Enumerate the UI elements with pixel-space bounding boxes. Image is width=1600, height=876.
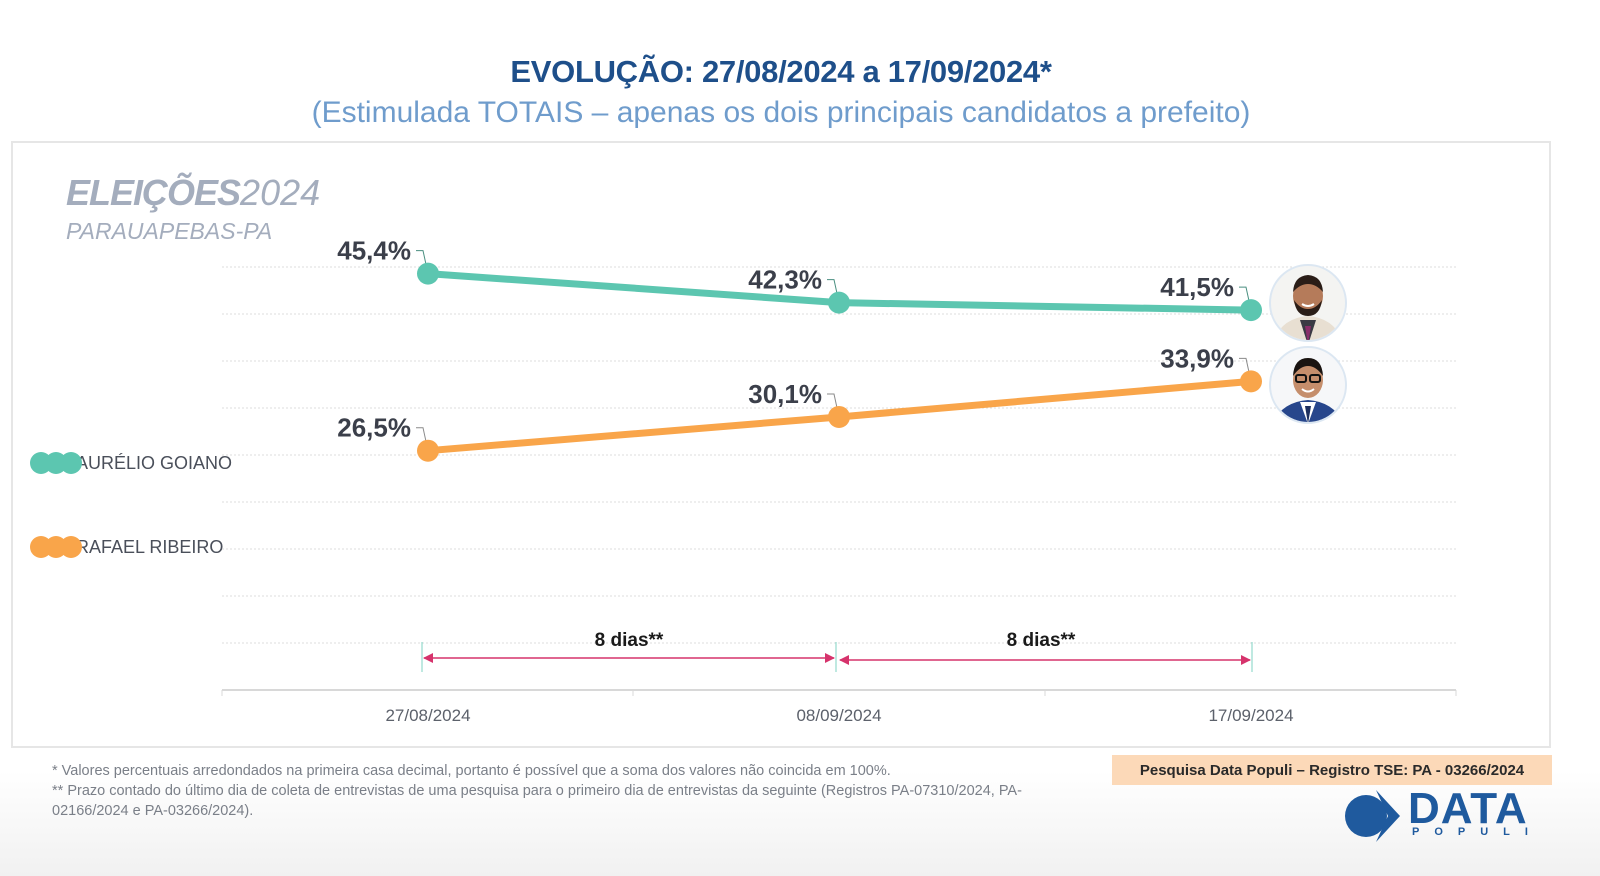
logo-subtext: POPULI: [1412, 826, 1543, 838]
interval-annotations: 8 dias** 8 dias**: [421, 630, 1253, 672]
data-label: 45,4%: [337, 236, 411, 266]
city-label: PARAUAPEBAS-PA: [66, 218, 273, 244]
elections-brand-word: ELEIÇÕES: [66, 172, 241, 213]
gridlines: [222, 266, 1456, 644]
series-group: 45,4% 42,3% 41,5% 26,5% 30,1% 33,9%: [337, 236, 1262, 462]
x-tick-label: 08/09/2024: [796, 706, 881, 725]
legend-marker-icon: [30, 536, 82, 558]
interval-label: 8 dias**: [1007, 630, 1076, 651]
candidate-photo-aurelio: [1269, 264, 1347, 342]
legend-item-aurelio: AURÉLIO GOIANO: [30, 452, 232, 474]
data-point: [828, 405, 850, 428]
elections-brand-year: 2024: [240, 172, 321, 213]
legend-marker-icon: [30, 452, 82, 474]
x-tick-label: 27/08/2024: [385, 706, 470, 725]
x-axis: 27/08/2024 08/09/2024 17/09/2024: [221, 689, 1457, 725]
candidate-photo-rafael: [1269, 346, 1347, 424]
legend-item-rafael: RAFAEL RIBEIRO: [30, 536, 223, 558]
interval-label: 8 dias**: [595, 630, 664, 651]
data-point: [1240, 370, 1262, 393]
data-label: 42,3%: [748, 265, 822, 295]
data-label: 41,5%: [1160, 272, 1234, 302]
legend-label: AURÉLIO GOIANO: [76, 452, 233, 473]
data-label: 26,5%: [337, 413, 411, 443]
x-tick-label: 17/09/2024: [1208, 706, 1293, 725]
registration-badge: Pesquisa Data Populi – Registro TSE: PA …: [1112, 755, 1552, 785]
data-point: [1240, 299, 1262, 322]
logo-text: DATA: [1408, 784, 1528, 833]
data-label: 33,9%: [1160, 343, 1234, 373]
legend-label: RAFAEL RIBEIRO: [76, 536, 224, 557]
footnotes: * Valores percentuais arredondados na pr…: [52, 761, 1042, 821]
data-point: [417, 439, 439, 462]
footnote-1: * Valores percentuais arredondados na pr…: [52, 763, 891, 779]
footnote-2: ** Prazo contado do último dia de coleta…: [52, 783, 1022, 819]
candidate-photos: [1269, 264, 1347, 424]
data-label: 30,1%: [748, 379, 822, 409]
logo-icon: [1345, 790, 1400, 842]
chart-subtitle: (Estimulada TOTAIS – apenas os dois prin…: [311, 96, 1251, 129]
data-point: [828, 291, 850, 314]
elections-brand: ELEIÇÕES2024: [66, 172, 320, 214]
data-populi-logo: DATA POPULI: [1342, 784, 1543, 846]
data-point: [417, 262, 439, 285]
chart-frame: [11, 141, 1551, 748]
chart-title: EVOLUÇÃO: 27/08/2024 a 17/09/2024*: [510, 54, 1052, 89]
